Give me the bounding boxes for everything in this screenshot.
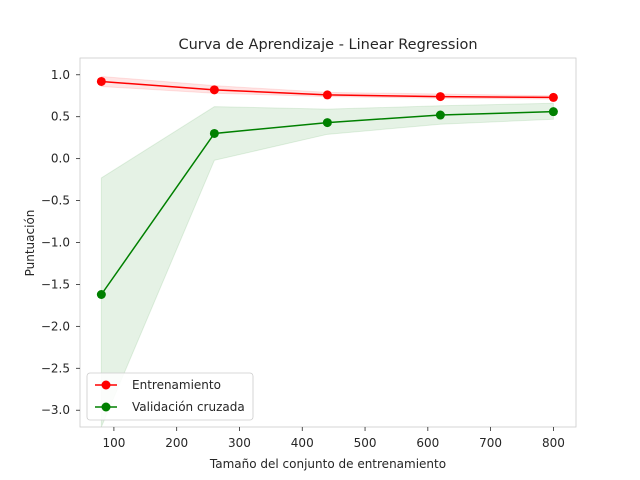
y-tick-label: −0.5 — [41, 194, 70, 208]
x-tick-label: 500 — [354, 436, 377, 450]
legend-box — [86, 372, 254, 421]
point-training — [548, 92, 558, 102]
legend-swatch-marker — [101, 402, 111, 412]
x-tick-label: 700 — [479, 436, 502, 450]
y-tick-label: −3.0 — [41, 403, 70, 417]
legend: Entrenamiento Validación cruzada — [86, 372, 254, 421]
x-axis-label: Tamaño del conjunto de entrenamiento — [209, 457, 446, 471]
x-tick-label: 100 — [102, 436, 125, 450]
y-axis-label: Puntuación — [23, 210, 37, 277]
y-tick-label: −2.5 — [41, 361, 70, 375]
legend-label: Validación cruzada — [132, 400, 245, 414]
legend-swatch-marker — [101, 380, 111, 390]
x-tick-label: 300 — [228, 436, 251, 450]
y-tick-label: −1.5 — [41, 277, 70, 291]
point-training — [96, 76, 106, 86]
legend-label: Entrenamiento — [132, 378, 221, 392]
point-validation — [435, 110, 445, 120]
x-tick-label: 200 — [165, 436, 188, 450]
band-validation — [100, 102, 554, 427]
y-axis-ticks: −3.0 −2.5 −2.0 −1.5 −1.0 −0.5 0.0 0.5 1.0 — [41, 68, 80, 417]
x-tick-label: 600 — [416, 436, 439, 450]
point-validation — [96, 289, 106, 299]
y-tick-label: −1.0 — [41, 236, 70, 250]
chart-title: Curva de Aprendizaje - Linear Regression — [178, 37, 477, 53]
y-tick-label: 0.5 — [51, 110, 70, 124]
y-tick-label: −2.0 — [41, 319, 70, 333]
series-points — [96, 76, 558, 299]
point-validation — [548, 107, 558, 117]
point-validation — [322, 118, 332, 128]
y-tick-label: 0.0 — [51, 152, 70, 166]
point-validation — [209, 128, 219, 138]
x-axis-ticks: 100 200 300 400 500 600 700 800 — [102, 427, 565, 450]
y-tick-label: 1.0 — [51, 68, 70, 82]
x-tick-label: 400 — [291, 436, 314, 450]
x-tick-label: 800 — [542, 436, 565, 450]
point-training — [435, 92, 445, 102]
point-training — [209, 85, 219, 95]
point-training — [322, 90, 332, 100]
